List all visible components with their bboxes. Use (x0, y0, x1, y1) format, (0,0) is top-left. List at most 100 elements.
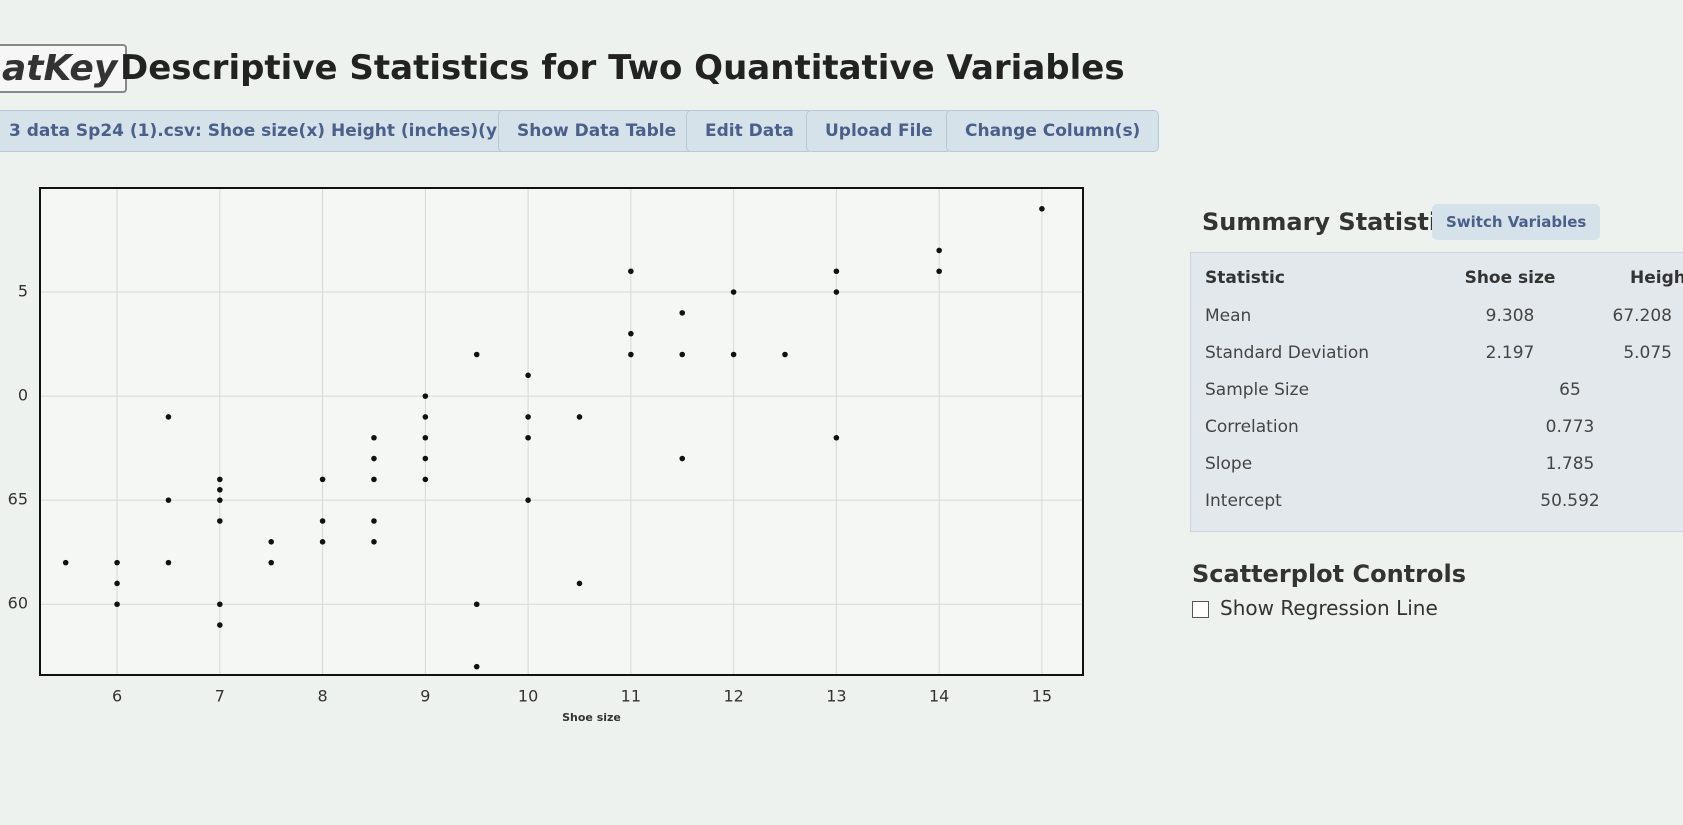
point (936, 247, 942, 254)
plot-area (40, 188, 1083, 675)
button[interactable]: Edit Data (686, 110, 813, 152)
point (936, 268, 942, 275)
checkbox-label[interactable]: Show Regression Line (1220, 596, 1438, 620)
point (576, 580, 583, 587)
row-value: 9.308 (1485, 306, 1535, 326)
dataset-dropdown[interactable]: 3 data Sp24 (1).csv: Shoe size(x) Height… (0, 110, 547, 152)
row-value: 0.773 (1545, 417, 1595, 437)
x-tick-label: 15 (1032, 687, 1052, 706)
point (730, 289, 737, 295)
point (525, 372, 531, 379)
point (268, 539, 275, 545)
button[interactable]: Change Column(s) (946, 110, 1160, 152)
row-value: 50.592 (1540, 491, 1600, 511)
row-label: Slope (1205, 454, 1253, 474)
point (217, 518, 223, 524)
y-tick-label: 65 (8, 490, 28, 509)
point (473, 601, 480, 608)
table-header: Statistic (1205, 268, 1285, 288)
table-header: Height (inch (1630, 268, 1683, 288)
point (319, 539, 326, 545)
point (422, 455, 429, 462)
point (730, 351, 737, 358)
point (628, 268, 634, 275)
checkbox[interactable] (1192, 601, 1209, 618)
point (371, 434, 377, 441)
x-tick-label: 8 (317, 687, 327, 706)
switch-variables-button[interactable]: Switch Variables (1432, 204, 1601, 240)
dataset-label: 3 data Sp24 (1).csv: Shoe size(x) Height… (9, 121, 505, 141)
point (319, 476, 326, 483)
row-label: Standard Deviation (1205, 343, 1370, 363)
summary-table (1190, 252, 1683, 532)
point (833, 289, 840, 295)
point (268, 559, 275, 566)
button[interactable]: Show Data Table (498, 110, 696, 152)
x-axis-label: Shoe size (562, 711, 621, 724)
logo[interactable]: atKey (0, 44, 128, 93)
summary-title: Summary Statistics (1202, 208, 1466, 236)
point (114, 580, 120, 587)
y-tick-label: 0 (18, 386, 28, 405)
scatterplot: 6 7 8 9 10 11 12 13 14 15 60 65 0 5 Shoe size (8, 187, 1084, 724)
point (217, 497, 223, 503)
row-label: Sample Size (1205, 380, 1310, 400)
row-label: Intercept (1205, 491, 1282, 511)
point (114, 601, 120, 608)
point (525, 434, 531, 441)
point (371, 476, 377, 483)
point (1039, 206, 1045, 212)
y-tick-label: 5 (18, 282, 28, 301)
x-tick-label: 6 (112, 687, 122, 706)
point (833, 268, 840, 275)
point (525, 497, 531, 503)
row-value: 2.197 (1485, 343, 1535, 363)
point (217, 622, 223, 628)
x-tick-label: 12 (723, 687, 743, 706)
plot-border (39, 187, 1084, 676)
x-tick-label: 11 (621, 687, 641, 706)
point (217, 486, 223, 493)
point (833, 434, 840, 441)
x-tick-label: 14 (929, 687, 949, 706)
row-value: 65 (1559, 380, 1581, 400)
controls-title: Scatterplot Controls (1192, 560, 1466, 588)
point (576, 414, 583, 420)
row-value: 67.208 (1612, 306, 1672, 326)
point (422, 393, 429, 399)
point (782, 351, 788, 358)
x-tick-label: 7 (215, 687, 225, 706)
point (525, 414, 531, 420)
point (679, 455, 686, 462)
point (679, 310, 686, 316)
point (628, 351, 634, 358)
row-value: 5.075 (1623, 343, 1672, 363)
point (371, 539, 377, 545)
point (422, 414, 429, 420)
point (165, 559, 172, 566)
point (679, 351, 686, 358)
point (371, 455, 377, 462)
button[interactable]: Upload File (806, 110, 952, 152)
row-value: 1.785 (1545, 454, 1595, 474)
point (319, 518, 326, 524)
y-tick-label: 60 (8, 594, 28, 613)
point (422, 434, 429, 441)
x-tick-label: 9 (420, 687, 430, 706)
row-label: Correlation (1205, 417, 1299, 437)
row-label: Mean (1205, 306, 1252, 326)
point (422, 476, 429, 483)
point (473, 351, 480, 358)
point (165, 414, 172, 420)
x-tick-label: 10 (518, 687, 538, 706)
point (217, 476, 223, 483)
point (473, 663, 480, 670)
point (62, 559, 69, 566)
x-tick-label: 13 (826, 687, 846, 706)
point (628, 330, 634, 337)
table-header: Shoe size (1464, 268, 1556, 288)
point (371, 518, 377, 524)
point (114, 559, 120, 566)
point (165, 497, 172, 503)
